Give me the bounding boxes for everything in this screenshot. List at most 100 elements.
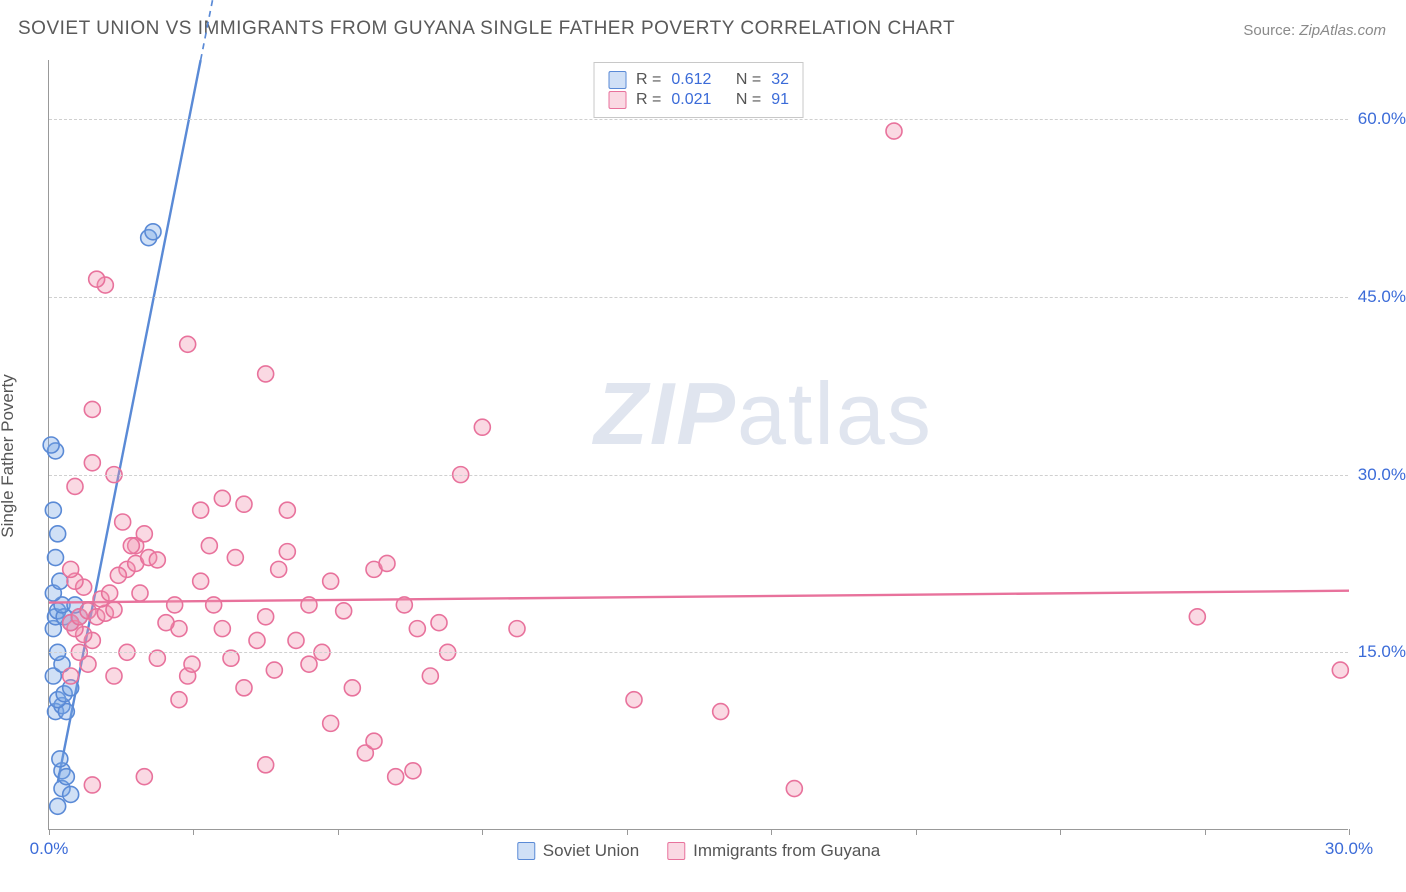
r-value-0: 0.612 — [671, 71, 711, 89]
x-tick-mark — [338, 829, 339, 835]
source-attribution: Source: ZipAtlas.com — [1243, 22, 1386, 39]
data-point — [366, 733, 382, 749]
data-point — [266, 662, 282, 678]
data-point — [431, 615, 447, 631]
data-point — [422, 668, 438, 684]
data-point — [236, 496, 252, 512]
data-point — [115, 514, 131, 530]
data-point — [713, 704, 729, 720]
data-point — [786, 781, 802, 797]
data-point — [474, 419, 490, 435]
data-point — [145, 224, 161, 240]
x-tick-mark — [627, 829, 628, 835]
data-point — [214, 621, 230, 637]
data-point — [206, 597, 222, 613]
data-point — [67, 478, 83, 494]
y-axis-label: Single Father Poverty — [0, 374, 18, 537]
data-point — [58, 769, 74, 785]
legend-item-series-0: Soviet Union — [517, 841, 639, 861]
data-point — [84, 455, 100, 471]
data-point — [409, 621, 425, 637]
x-tick-mark — [1060, 829, 1061, 835]
data-point — [323, 573, 339, 589]
data-point — [106, 602, 122, 618]
r-value-1: 0.021 — [671, 91, 711, 109]
data-point — [171, 692, 187, 708]
data-point — [180, 336, 196, 352]
n-label: N = — [736, 71, 761, 89]
y-tick-label: 15.0% — [1358, 642, 1406, 662]
data-point — [279, 502, 295, 518]
data-point — [63, 561, 79, 577]
data-point — [84, 777, 100, 793]
data-point — [89, 271, 105, 287]
data-point — [405, 763, 421, 779]
data-point — [110, 567, 126, 583]
trend-line — [49, 591, 1349, 603]
series-legend: Soviet Union Immigrants from Guyana — [517, 841, 880, 861]
data-point — [158, 615, 174, 631]
data-point — [45, 502, 61, 518]
data-point — [43, 437, 59, 453]
data-point — [136, 769, 152, 785]
data-point — [301, 656, 317, 672]
data-point — [388, 769, 404, 785]
x-tick-label: 30.0% — [1325, 839, 1373, 859]
data-point — [193, 502, 209, 518]
source-label: Source: — [1243, 22, 1295, 39]
data-point — [271, 561, 287, 577]
data-point — [132, 585, 148, 601]
swatch-series-0 — [608, 71, 626, 89]
data-point — [84, 401, 100, 417]
swatch-series-1 — [608, 91, 626, 109]
data-point — [509, 621, 525, 637]
data-point — [201, 538, 217, 554]
legend-item-series-1: Immigrants from Guyana — [667, 841, 880, 861]
data-point — [288, 632, 304, 648]
data-point — [336, 603, 352, 619]
data-point — [258, 366, 274, 382]
data-point — [123, 538, 139, 554]
x-tick-mark — [1349, 829, 1350, 835]
data-point — [50, 526, 66, 542]
data-point — [227, 550, 243, 566]
legend-row-series-0: R = 0.612 N = 32 — [608, 71, 789, 89]
data-point — [236, 680, 252, 696]
data-point — [63, 786, 79, 802]
data-point — [52, 751, 68, 767]
x-tick-mark — [482, 829, 483, 835]
data-point — [301, 597, 317, 613]
x-tick-mark — [771, 829, 772, 835]
n-label: N = — [736, 91, 761, 109]
swatch-series-1-bottom — [667, 842, 685, 860]
data-point — [258, 609, 274, 625]
data-point — [193, 573, 209, 589]
r-label: R = — [636, 71, 661, 89]
series-1-name: Immigrants from Guyana — [693, 841, 880, 861]
y-tick-label: 60.0% — [1358, 109, 1406, 129]
data-point — [63, 668, 79, 684]
x-tick-mark — [1205, 829, 1206, 835]
r-label: R = — [636, 91, 661, 109]
x-tick-mark — [49, 829, 50, 835]
data-point — [167, 597, 183, 613]
data-point — [1332, 662, 1348, 678]
y-tick-label: 45.0% — [1358, 287, 1406, 307]
x-tick-mark — [916, 829, 917, 835]
data-point — [279, 544, 295, 560]
data-point — [48, 550, 64, 566]
gridline-h — [49, 119, 1348, 120]
data-point — [106, 668, 122, 684]
data-point — [214, 490, 230, 506]
legend-row-series-1: R = 0.021 N = 91 — [608, 91, 789, 109]
y-tick-label: 30.0% — [1358, 465, 1406, 485]
x-tick-label: 0.0% — [30, 839, 69, 859]
data-point — [50, 798, 66, 814]
data-point — [184, 656, 200, 672]
correlation-legend: R = 0.612 N = 32 R = 0.021 N = 91 — [593, 62, 804, 118]
data-point — [886, 123, 902, 139]
gridline-h — [49, 652, 1348, 653]
data-point — [344, 680, 360, 696]
n-value-0: 32 — [771, 71, 789, 89]
gridline-h — [49, 475, 1348, 476]
